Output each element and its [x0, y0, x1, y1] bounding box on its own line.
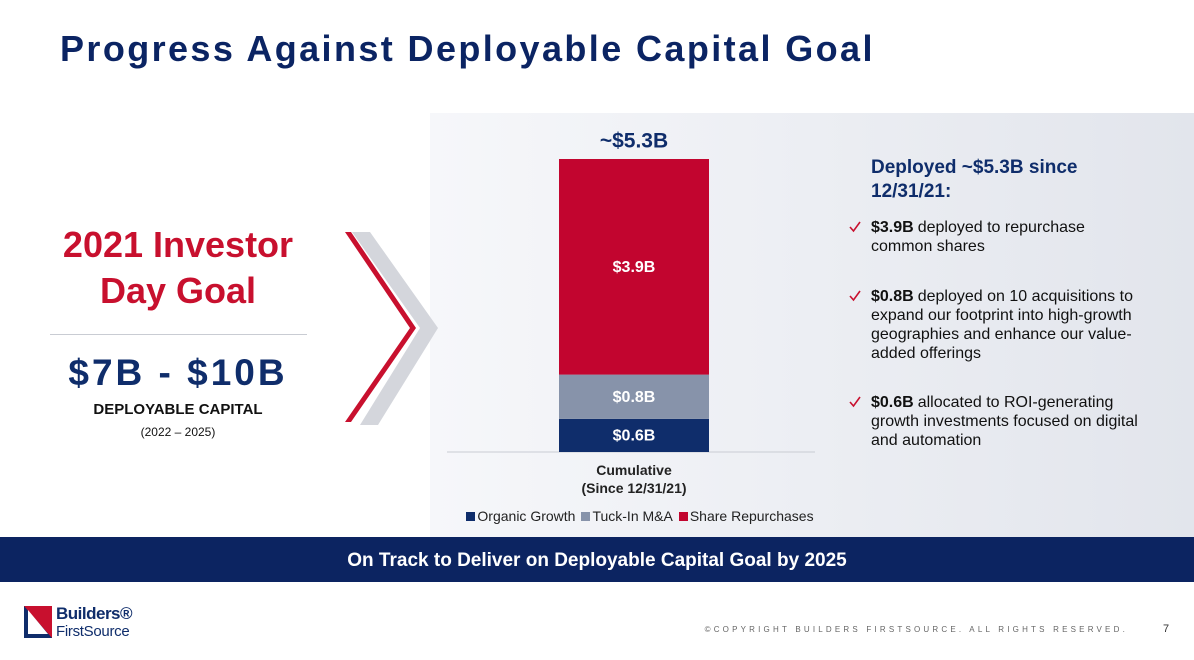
bar-segment	[559, 159, 709, 375]
check-icon	[849, 221, 861, 233]
legend-label: Organic Growth	[477, 508, 576, 524]
bullet-amount: $0.8B	[871, 288, 914, 305]
legend-item: Organic Growth	[466, 508, 575, 524]
logo-icon	[24, 606, 52, 638]
bullet-text: deployed on 10 acquisitions to expand ou…	[871, 288, 1133, 362]
bullet: $3.9B deployed to repurchase common share…	[849, 218, 1149, 256]
summary-heading: Deployed ~$5.3B since 12/31/21:	[871, 157, 1078, 202]
category-label: Cumulative (Since 12/31/21)	[581, 462, 687, 496]
bar-segment	[559, 374, 709, 419]
goal-label: DEPLOYABLE CAPITAL	[93, 401, 263, 418]
bullet-amount: $0.6B	[871, 394, 914, 411]
banner: On Track to Deliver on Deployable Capita…	[0, 537, 1194, 582]
bullet-text: deployed to repurchase common shares	[871, 219, 1085, 255]
bullet-text: allocated to ROI-generating growth inves…	[871, 394, 1138, 449]
check-icon	[849, 396, 861, 408]
chevron-shadow	[352, 232, 438, 425]
legend-item: Share Repurchases	[678, 508, 814, 524]
goal-period: (2022 – 2025)	[140, 425, 216, 439]
logo-text: Builders®	[56, 604, 133, 623]
bullet-amount: $3.9B	[871, 219, 914, 236]
legend-swatch	[466, 512, 476, 521]
bar-segment	[559, 418, 709, 452]
copyright: ©COPYRIGHT BUILDERS FIRSTSOURCE. ALL RIG…	[704, 625, 1128, 634]
chart-panel	[430, 113, 1194, 537]
legend-label: Share Repurchases	[689, 508, 814, 524]
page-number: 7	[1163, 623, 1170, 635]
goal-heading: 2021 Investor Day Goal	[62, 224, 294, 311]
legend: Organic Growth Tuck-In M&A Share Repurchas…	[430, 508, 850, 524]
legend-label: Tuck-In M&A	[592, 508, 673, 524]
slide-title: Progress Against Deployable Capital Goal	[60, 28, 875, 69]
check-icon	[849, 290, 861, 302]
bullet: $0.6B allocated to ROI-generating growth …	[849, 393, 1149, 450]
total-label: ~$5.3B	[600, 130, 668, 153]
divider	[50, 334, 307, 335]
legend-swatch	[581, 512, 591, 521]
bullet: $0.8B deployed on 10 acquisitions to expa…	[849, 287, 1149, 363]
logo-text: FirstSource	[56, 623, 130, 640]
value-label: $0.6B	[613, 428, 656, 445]
value-label: $0.8B	[613, 389, 656, 406]
legend-item: Tuck-In M&A	[581, 508, 673, 524]
value-label: $3.9B	[613, 259, 656, 276]
legend-swatch	[678, 512, 688, 521]
goal-amount: $7B - $10B	[68, 352, 288, 393]
